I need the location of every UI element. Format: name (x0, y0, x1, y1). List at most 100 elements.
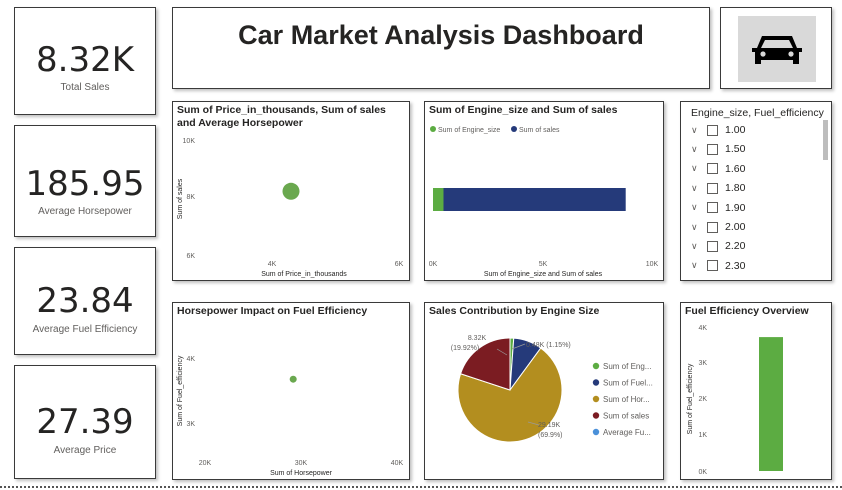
chart-title: Sum of Engine_size and Sum of sales (429, 104, 618, 116)
scatter1-xtick-4k: 4K (268, 261, 277, 268)
slicer-item[interactable]: ∨ 1.80 (691, 179, 745, 197)
dashboard-title-card: Car Market Analysis Dashboard (172, 7, 710, 89)
checkbox[interactable] (707, 202, 718, 214)
pie-slice[interactable] (459, 337, 511, 391)
bar-sales[interactable] (443, 188, 626, 211)
chevron-down-icon[interactable]: ∨ (691, 124, 698, 135)
bar1-xlabel: Sum of Engine_size and Sum of sales (484, 271, 603, 278)
bar-fuel-efficiency[interactable]: Fuel Efficiency Overview 4K 3K 2K 1K 0K … (680, 302, 832, 480)
chevron-down-icon[interactable]: ∨ (691, 143, 698, 154)
bar2-ytick-4k: 4K (698, 325, 707, 332)
slicer-item[interactable]: ∨ 2.00 (691, 218, 745, 236)
bar2-ytick-2k: 2K (698, 396, 707, 403)
kpi-average-horsepower: 185.95 Average Horsepower (14, 125, 156, 237)
scatter1-xlabel: Sum of Price_in_thousands (261, 271, 347, 278)
chevron-down-icon[interactable]: ∨ (691, 182, 698, 193)
slicer-item[interactable]: ∨ 1.60 (691, 160, 745, 178)
legend-marker (592, 428, 600, 436)
slicer-item-label: 1.50 (725, 143, 746, 156)
bar-engine-sales[interactable]: Sum of Engine_size and Sum of sales Sum … (424, 101, 664, 281)
slicer-item[interactable]: ∨ 1.50 (691, 140, 745, 158)
checkbox[interactable] (707, 124, 718, 136)
dashboard-title: Car Market Analysis Dashboard (238, 20, 644, 50)
kpi-label: Total Sales (60, 82, 110, 93)
kpi-total-sales: 8.32K Total Sales (14, 7, 156, 115)
slicer-scrollbar[interactable] (823, 120, 828, 160)
bar-fuel-efficiency-value[interactable] (759, 337, 783, 471)
scatter-price-sales[interactable]: Sum of Price_in_thousands, Sum of sales … (172, 101, 410, 281)
scatter-horsepower-fuel[interactable]: Horsepower Impact on Fuel Efficiency 4K … (172, 302, 410, 480)
bar2-ytick-0k: 0K (698, 469, 707, 476)
slicer-item[interactable]: ∨ 1.00 (691, 121, 745, 139)
slicer-item-label: 2.30 (725, 259, 746, 272)
scatter1-xtick-6k: 6K (395, 261, 404, 268)
legend-label-sales: Sum of sales (519, 127, 560, 134)
kpi-average-price: 27.39 Average Price (14, 365, 156, 479)
legend-label-engine-size: Sum of Engine_size (438, 127, 500, 134)
slicer-item-label: 2.00 (725, 221, 746, 233)
legend-marker (592, 379, 600, 386)
slicer-item-label: 1.80 (725, 182, 746, 195)
bar1-xtick-5k: 5K (539, 261, 548, 268)
checkbox[interactable] (707, 240, 718, 252)
pie-legend: Sum of Eng... Sum of Fuel... Sum of Hor...… (592, 362, 653, 437)
logo-card (720, 7, 832, 89)
car-icon (738, 16, 816, 82)
pie-sales-contribution[interactable]: Sales Contribution by Engine Size 8.32K … (424, 302, 664, 480)
kpi-label: Average Price (53, 445, 117, 456)
kpi-average-fuel-efficiency: 23.84 Average Fuel Efficiency (14, 247, 156, 355)
chart-title: Fuel Efficiency Overview (685, 305, 809, 317)
bar2-ylabel: Sum of Fuel_efficiency (687, 363, 694, 434)
bar1-svg: Sum of Engine_size Sum of sales 0K 5K 10… (429, 126, 659, 278)
chevron-down-icon[interactable]: ∨ (691, 221, 698, 232)
pie-slices (457, 337, 563, 443)
pie-label-top: 8.32K (468, 335, 487, 342)
slicer-item[interactable]: ∨ 2.20 (691, 237, 745, 255)
checkbox[interactable] (707, 221, 718, 233)
slicer-engine-fuel[interactable]: Engine_size, Fuel_efficiency ∨ 1.00 ∨ 1.50 ∨… (680, 101, 832, 281)
legend-marker-engine-size (430, 126, 436, 132)
scatter2-xlabel: Sum of Horsepower (270, 470, 333, 477)
checkbox[interactable] (707, 182, 718, 194)
page-bottom-border (0, 486, 842, 488)
pie-label-bottom: 29.19K (538, 422, 561, 429)
slicer-item-label: 2.20 (725, 240, 746, 253)
chevron-down-icon[interactable]: ∨ (691, 240, 698, 251)
chevron-down-icon[interactable]: ∨ (691, 260, 698, 271)
legend-label: Sum of Hor... (603, 395, 650, 404)
legend-marker (592, 412, 600, 419)
scatter2-xtick-30k: 30K (295, 460, 308, 467)
chevron-down-icon[interactable]: ∨ (691, 163, 698, 174)
scatter2-svg: 4K 3K 20K 30K 40K Sum of Horsepower Sum … (177, 355, 404, 477)
bar1-xtick-0k: 0K (429, 261, 438, 268)
scatter2-xtick-20k: 20K (199, 460, 212, 467)
bar2-ytick-1k: 1K (698, 432, 707, 439)
legend-marker (592, 362, 600, 370)
slicer-item-label: 1.90 (725, 201, 746, 214)
slicer-item-label: 1.00 (725, 124, 746, 136)
scatter1-ytick-10k: 10K (183, 138, 196, 145)
legend-marker-sales (511, 126, 517, 132)
scatter2-ytick-4k: 4K (186, 356, 195, 363)
bar1-xtick-10k: 10K (646, 261, 659, 268)
checkbox[interactable] (707, 143, 718, 155)
legend-label: Sum of Eng... (603, 362, 651, 371)
checkbox[interactable] (707, 163, 718, 175)
slicer-item[interactable]: ∨ 2.30 (691, 257, 745, 275)
scatter2-xtick-40k: 40K (391, 460, 404, 467)
legend-label: Sum of Fuel... (603, 379, 653, 388)
pie-label-top-pct: (19.92%) (451, 345, 479, 352)
scatter2-point[interactable] (289, 375, 297, 383)
scatter1-point[interactable] (282, 182, 300, 200)
chevron-down-icon[interactable]: ∨ (691, 202, 698, 213)
bar-engine-size[interactable] (433, 188, 444, 211)
legend-marker (592, 395, 600, 403)
kpi-value: 185.95 (25, 164, 145, 204)
pie-svg: 8.32K (19.92%) 0.48K (1.15%) 29.19K (69.… (451, 335, 653, 443)
checkbox[interactable] (707, 260, 718, 272)
chart-title: Horsepower Impact on Fuel Efficiency (177, 305, 368, 317)
kpi-value: 8.32K (36, 40, 134, 80)
legend-label: Sum of sales (603, 412, 649, 421)
pie-slice[interactable] (457, 347, 563, 443)
slicer-item[interactable]: ∨ 1.90 (691, 199, 745, 217)
